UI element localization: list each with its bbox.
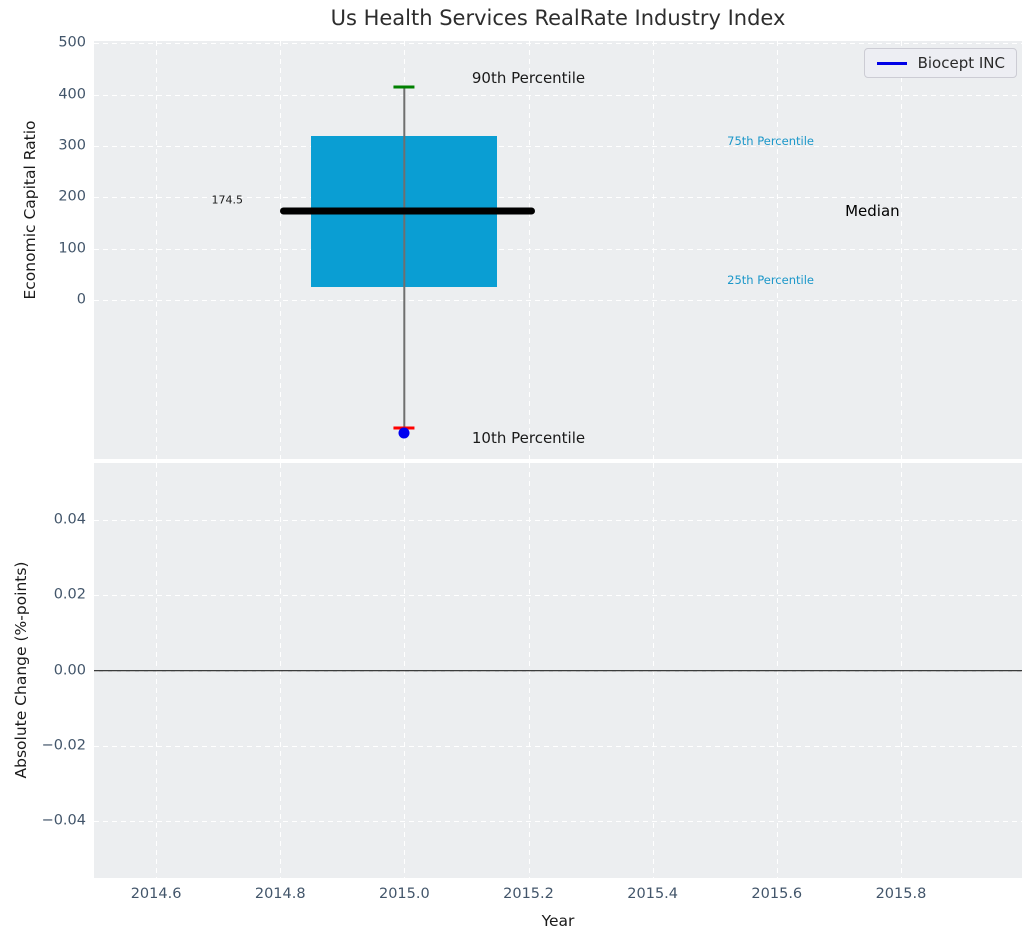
legend: Biocept INC xyxy=(863,48,1017,78)
y-tick-label: 300 xyxy=(58,137,86,154)
x-tick-label: 2015.8 xyxy=(875,886,927,902)
gridline-vertical xyxy=(156,41,158,459)
x-axis-label: Year xyxy=(541,912,575,930)
x-tick-label: 2015.4 xyxy=(627,886,679,902)
chart-title: Us Health Services RealRate Industry Ind… xyxy=(330,6,786,30)
gridline-horizontal xyxy=(94,146,1022,147)
x-tick-label: 2015.0 xyxy=(378,886,430,902)
plot-area-bottom: 0.04 0.02 0.00 −0.02 −0.04 xyxy=(42,463,1022,878)
gridline-horizontal xyxy=(94,248,1022,250)
x-tick-label: 2014.8 xyxy=(254,886,306,902)
gridline-horizontal xyxy=(94,520,1022,522)
annotation-75th-percentile: 75th Percentile xyxy=(727,134,814,149)
y-tick-label: −0.04 xyxy=(41,812,86,829)
gridline-vertical xyxy=(776,41,778,459)
gridline-vertical xyxy=(652,41,654,459)
y-tick-label: 0.02 xyxy=(53,586,86,603)
annotation-174-5: 174.5 xyxy=(211,193,243,207)
boxplot-whisker xyxy=(403,86,406,429)
x-tick-label: 2015.2 xyxy=(503,886,554,902)
gridline-horizontal xyxy=(94,197,1022,199)
zero-line xyxy=(94,669,1022,672)
boxplot-median-line xyxy=(280,207,535,215)
gridline-horizontal xyxy=(94,43,1022,45)
annotation-90th-percentile: 90th Percentile xyxy=(471,69,586,88)
y-tick-label: 200 xyxy=(58,189,86,206)
gridline-horizontal xyxy=(94,94,1022,96)
gridline-horizontal xyxy=(94,745,1022,747)
y-tick-label: 0.00 xyxy=(53,662,86,679)
gridline-vertical xyxy=(900,41,902,459)
y-tick-label: 0.04 xyxy=(53,511,86,528)
gridline-vertical xyxy=(280,41,282,459)
legend-line-sample xyxy=(876,61,907,65)
annotation-median: Median xyxy=(845,201,900,220)
legend-label: Biocept INC xyxy=(917,54,1005,72)
gridline-horizontal xyxy=(94,820,1022,822)
y-tick-label: 500 xyxy=(58,34,86,51)
x-tick-label: 2014.6 xyxy=(130,886,182,902)
boxplot-cap-p90 xyxy=(393,85,415,89)
annotation-10th-percentile: 10th Percentile xyxy=(471,428,586,447)
plot-area-top: Biocept INC 500 400 300 200 100 0 90th Percent… xyxy=(58,35,1022,459)
x-tick-label: 2015.6 xyxy=(751,886,803,902)
y-tick-label: 400 xyxy=(58,86,86,103)
gridline-horizontal xyxy=(94,300,1022,302)
gridline-horizontal xyxy=(94,595,1022,597)
y-tick-label: −0.02 xyxy=(41,737,86,754)
series-data-point xyxy=(398,427,410,439)
annotation-25th-percentile: 25th Percentile xyxy=(727,272,814,287)
gridline-vertical xyxy=(528,41,530,459)
y-tick-label: 100 xyxy=(58,240,86,257)
y-tick-label: 0 xyxy=(76,292,86,309)
